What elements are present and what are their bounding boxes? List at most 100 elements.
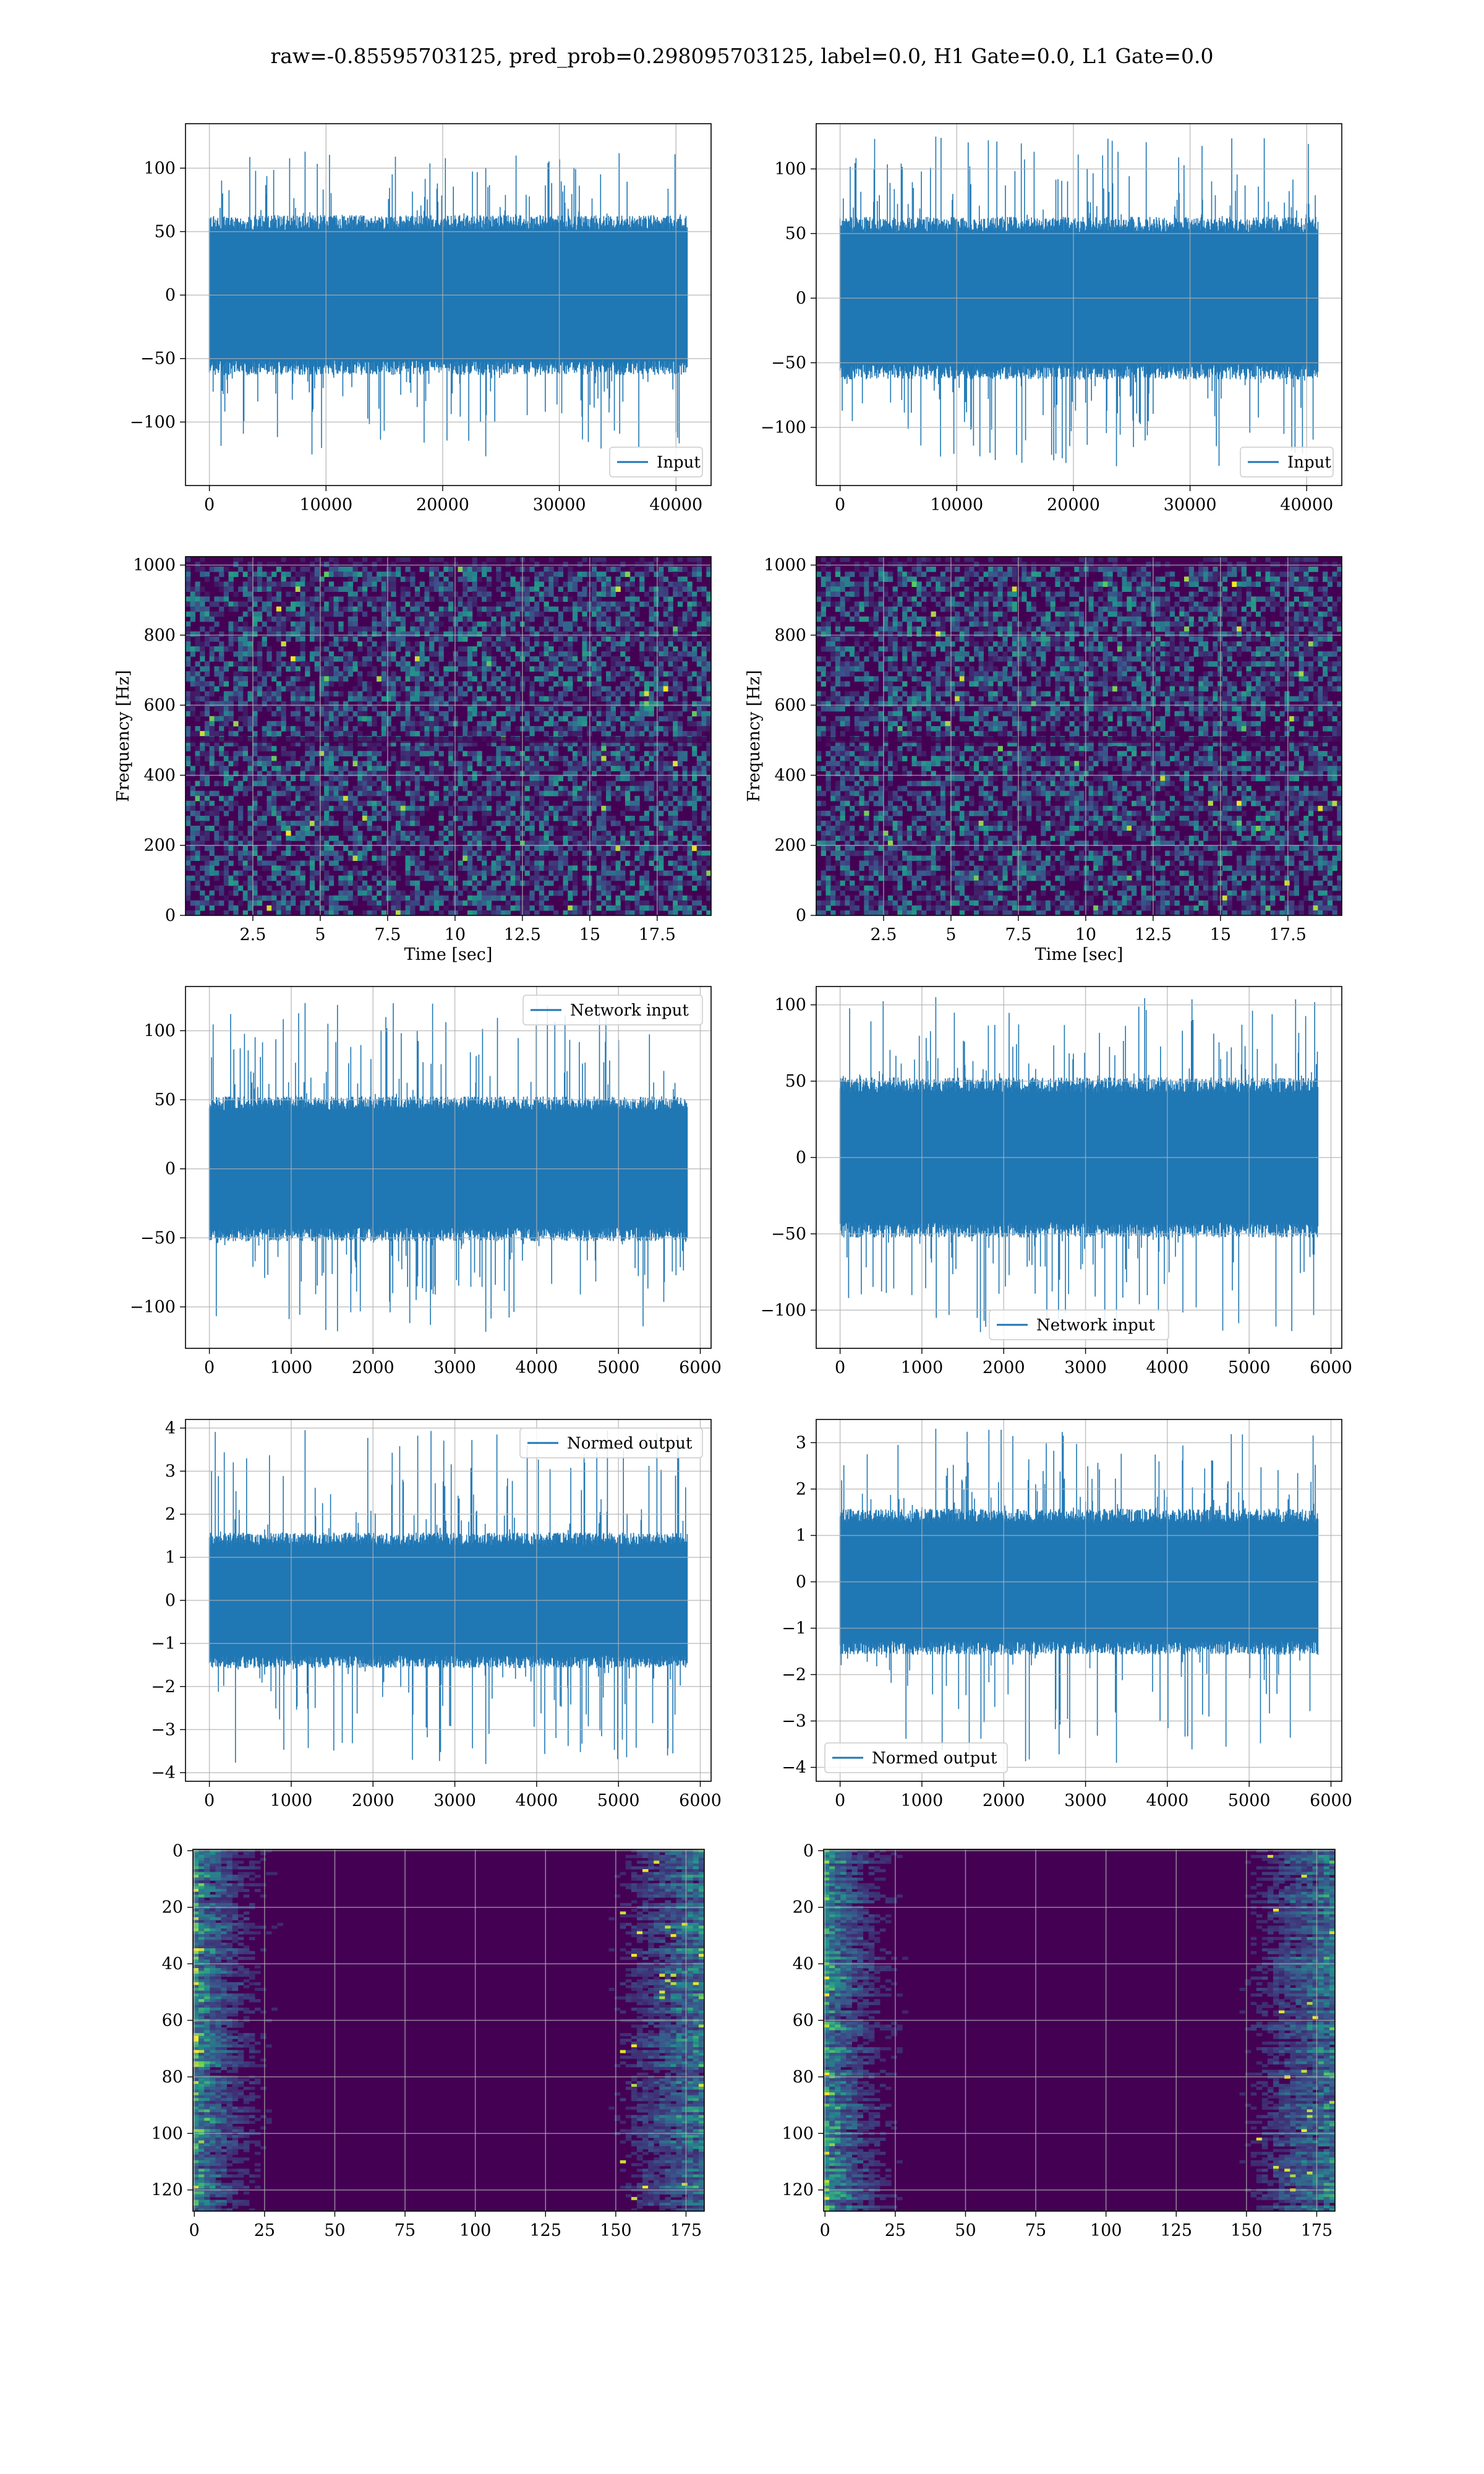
heatmap-cell — [433, 586, 440, 592]
heatmap-cell — [186, 865, 191, 871]
heatmap-cell — [515, 850, 521, 856]
heatmap-cell — [438, 860, 444, 867]
heatmap-cell — [247, 562, 253, 567]
heatmap-cell — [615, 586, 621, 592]
heatmap-cell — [305, 860, 310, 867]
heatmap-cell — [687, 716, 693, 722]
heatmap-cell — [515, 567, 521, 572]
heatmap-cell — [305, 761, 310, 766]
heatmap-cell — [482, 870, 487, 876]
heatmap-cell — [233, 621, 239, 627]
heatmap-cell — [591, 800, 597, 807]
heatmap-cell — [668, 711, 673, 717]
heatmap-cell — [591, 636, 597, 642]
heatmap-cell — [309, 581, 315, 587]
heatmap-cell — [472, 671, 477, 677]
heatmap-cell — [414, 880, 420, 886]
heatmap-cell — [252, 766, 258, 771]
heatmap-cell — [816, 785, 822, 792]
heatmap-cell — [491, 865, 497, 871]
heatmap-cell — [281, 557, 286, 562]
heatmap-cell — [276, 880, 282, 886]
heatmap-cell — [314, 611, 320, 617]
heatmap-cell — [219, 900, 224, 906]
heatmap-cell — [472, 651, 477, 657]
heatmap-cell — [300, 686, 305, 692]
heatmap-cell — [673, 691, 678, 697]
heatmap-cell — [534, 611, 540, 617]
heatmap-cell — [414, 706, 420, 712]
heatmap-cell — [463, 601, 468, 607]
heatmap-cell — [629, 895, 635, 901]
heatmap-cell — [577, 686, 582, 692]
heatmap-cell — [204, 781, 210, 787]
heatmap-cell — [539, 756, 545, 761]
heatmap-cell — [410, 790, 416, 797]
heatmap-cell — [300, 701, 305, 707]
heatmap-cell — [372, 576, 377, 582]
heatmap-cell — [692, 646, 697, 652]
heatmap-cell — [654, 601, 659, 607]
heatmap-cell — [281, 850, 286, 856]
heatmap-cell — [458, 771, 463, 777]
heatmap-cell — [701, 646, 707, 652]
heatmap-cell — [214, 716, 220, 722]
heatmap-cell — [247, 900, 253, 906]
heatmap-cell — [267, 591, 272, 597]
heatmap-cell — [472, 841, 477, 846]
heatmap-cell — [233, 676, 239, 682]
heatmap-cell — [482, 696, 487, 702]
heatmap-cell — [410, 776, 416, 782]
heatmap-cell — [267, 586, 272, 592]
heatmap-cell — [362, 741, 368, 747]
heatmap-cell — [209, 646, 215, 652]
heatmap-cell — [219, 611, 224, 617]
heatmap-cell — [305, 586, 310, 592]
heatmap-cell — [696, 831, 702, 836]
heatmap-cell — [825, 601, 831, 607]
heatmap-cell — [271, 746, 277, 751]
heatmap-cell — [534, 741, 540, 747]
heatmap-cell — [634, 621, 640, 627]
heatmap-cell — [200, 626, 205, 632]
heatmap-cell — [324, 646, 330, 652]
heatmap-cell — [209, 721, 215, 727]
heatmap-cell — [257, 691, 263, 697]
heatmap-cell — [463, 611, 468, 617]
heatmap-cell — [438, 841, 444, 846]
heatmap-cell — [591, 591, 597, 597]
heatmap-cell — [677, 781, 683, 787]
heatmap-cell — [300, 836, 305, 841]
heatmap-cell — [816, 820, 822, 826]
heatmap-cell — [591, 562, 597, 567]
heatmap-cell — [309, 686, 315, 692]
heatmap-cell — [477, 666, 482, 672]
heatmap-cell — [534, 666, 540, 672]
heatmap-cell — [467, 681, 473, 687]
heatmap-cell — [300, 756, 305, 761]
heatmap-cell — [276, 656, 282, 662]
heatmap-cell — [247, 726, 253, 732]
heatmap-cell — [295, 696, 301, 702]
heatmap-cell — [343, 820, 349, 826]
heatmap-cell — [534, 781, 540, 787]
heatmap-cell — [696, 656, 702, 662]
heatmap-cell — [343, 845, 349, 851]
heatmap-cell — [200, 771, 205, 777]
heatmap-cell — [414, 671, 420, 677]
heatmap-cell — [443, 776, 449, 782]
heatmap-cell — [677, 890, 683, 896]
heatmap-cell — [242, 641, 248, 647]
heatmap-cell — [563, 631, 568, 637]
heatmap-cell — [677, 567, 683, 572]
heatmap-cell — [309, 721, 315, 727]
heatmap-cell — [687, 905, 693, 911]
heatmap-cell — [367, 576, 372, 582]
heatmap-cell — [649, 701, 654, 707]
heatmap-cell — [482, 671, 487, 677]
heatmap-cell — [186, 631, 191, 637]
heatmap-cell — [352, 626, 358, 632]
heatmap-cell — [352, 880, 358, 886]
heatmap-cell — [582, 756, 587, 761]
heatmap-cell — [295, 836, 301, 841]
